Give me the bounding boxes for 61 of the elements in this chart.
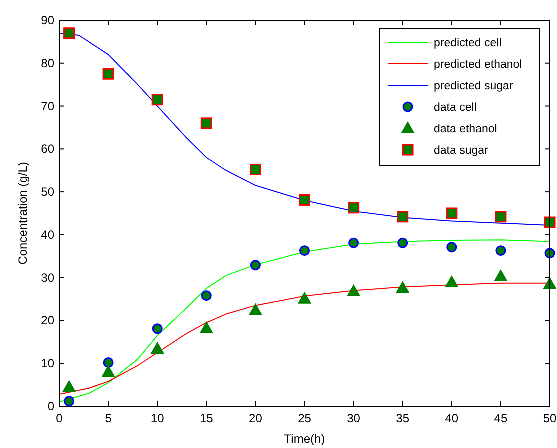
x-tick-label: 20 — [249, 412, 263, 426]
point — [396, 282, 410, 294]
point — [64, 396, 75, 407]
point — [102, 68, 114, 80]
point — [494, 270, 508, 282]
y-tick-label: 0 — [48, 400, 55, 414]
point — [348, 202, 360, 214]
point — [151, 342, 164, 354]
point — [398, 238, 408, 248]
point — [200, 322, 214, 334]
point — [445, 276, 458, 288]
point — [300, 246, 310, 256]
point — [249, 304, 262, 316]
x-tick-label: 35 — [396, 412, 410, 426]
y-tick-label: 10 — [41, 356, 55, 371]
y-tick-label: 50 — [41, 185, 55, 200]
point — [299, 194, 310, 206]
point — [496, 246, 506, 256]
point — [397, 211, 409, 223]
y-tick-label: 80 — [41, 56, 55, 70]
x-tick-label: 15 — [200, 412, 214, 426]
y-tick-label: 40 — [41, 228, 55, 242]
point — [250, 260, 261, 271]
point — [495, 211, 507, 223]
y-tick-label: 30 — [41, 270, 55, 285]
legend-label: data ethanol — [434, 124, 498, 136]
point — [201, 290, 212, 302]
point — [544, 278, 556, 290]
legend-label: data cell — [434, 102, 477, 114]
point — [347, 285, 360, 297]
point — [152, 324, 163, 334]
y-axis-title: Concentration (g/L) — [16, 162, 30, 265]
point — [446, 242, 458, 253]
legend-label: data sugar — [434, 145, 489, 157]
x-tick-label: 5 — [105, 412, 112, 426]
point — [103, 358, 114, 368]
x-tick-label: 50 — [543, 412, 557, 426]
point — [102, 366, 116, 378]
point — [62, 380, 76, 392]
x-tick-label: 45 — [494, 412, 508, 426]
x-axis-title: Time(h) — [284, 432, 326, 446]
point — [348, 238, 360, 248]
y-tick-label: 70 — [41, 99, 55, 114]
point — [544, 216, 556, 228]
point — [152, 94, 164, 106]
y-tick-label: 20 — [41, 314, 55, 328]
point — [250, 164, 262, 176]
x-tick-label: 40 — [445, 412, 459, 426]
x-tick-label: 10 — [150, 412, 165, 426]
y-tick-label: 90 — [41, 14, 55, 28]
point — [200, 118, 212, 130]
x-tick-label: 30 — [347, 412, 361, 426]
point — [446, 208, 458, 220]
y-tick-label: 60 — [41, 142, 55, 156]
x-tick-label: 0 — [56, 412, 64, 426]
point — [64, 28, 76, 40]
legend-label: predicted sugar — [434, 80, 514, 92]
legend-label: predicted cell — [434, 38, 502, 50]
point — [298, 292, 312, 304]
legend-label: predicted ethanol — [434, 59, 522, 71]
x-tick-label: 25 — [298, 412, 312, 426]
